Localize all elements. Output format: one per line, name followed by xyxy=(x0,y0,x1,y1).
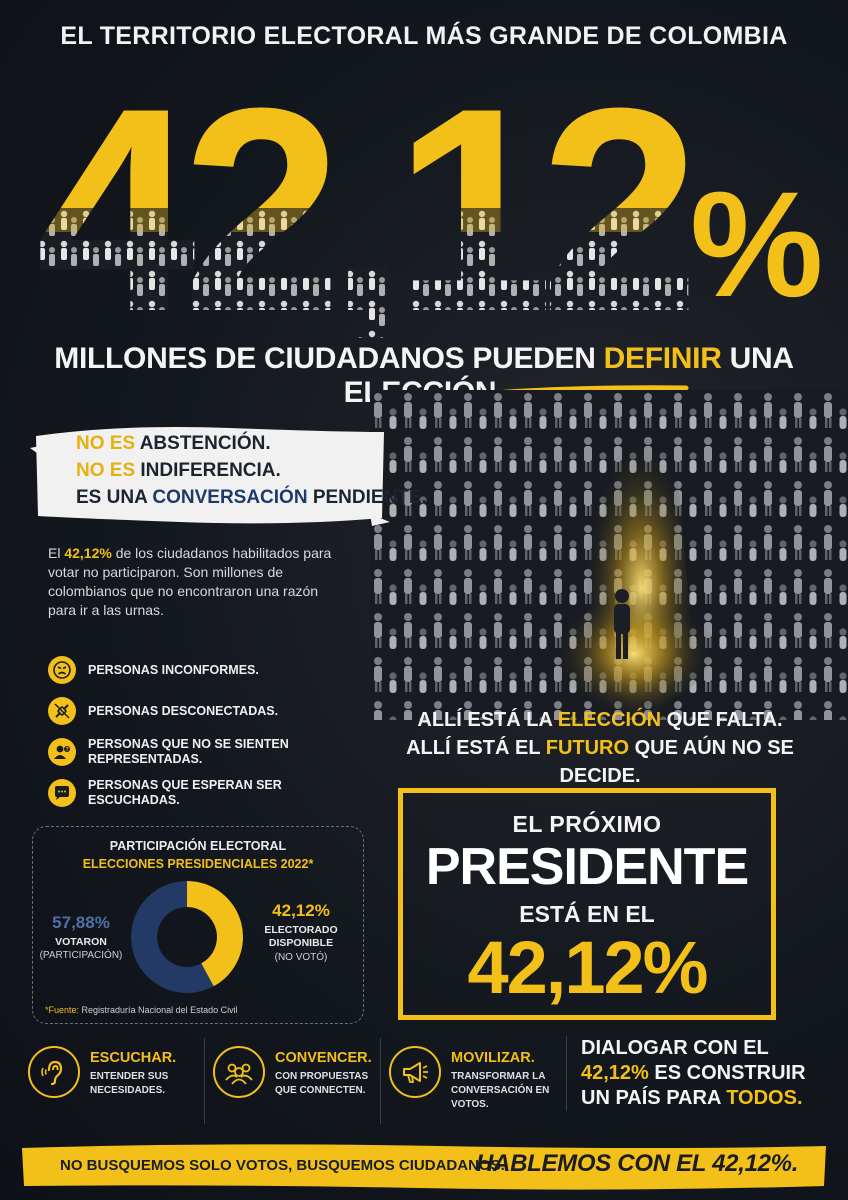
president-line-1: EL PRÓXIMO xyxy=(512,811,662,837)
intro-paragraph: El 42,12% de los ciudadanos habilitados … xyxy=(48,545,332,618)
action-convince: CONVENCER. CON PROPUESTAS QUE CONNECTEN. xyxy=(204,1038,380,1124)
svg-text:?: ? xyxy=(66,747,69,753)
voted-percent: 57,88% xyxy=(52,913,110,932)
angry-face-icon xyxy=(48,656,76,684)
dialog-statement: DIALOGAR CON EL 42,12% ES CONSTRUIR UN P… xyxy=(566,1036,836,1111)
hero-number-graphic: 42,12 % xyxy=(36,58,823,338)
list-item: ? PERSONAS QUE NO SE SIENTEN REPRESENTAD… xyxy=(48,737,348,767)
president-headline: PRESIDENTE xyxy=(425,838,749,896)
footer-banner: NO BUSQUEMOS SOLO VOTOS, BUSQUEMOS CIUDA… xyxy=(18,1140,830,1192)
ear-icon xyxy=(28,1046,80,1098)
footer-left-text: NO BUSQUEMOS SOLO VOTOS, BUSQUEMOS CIUDA… xyxy=(60,1157,505,1174)
available-sublabel: (NO VOTÓ) xyxy=(274,952,328,963)
president-line-3: ESTÁ EN EL xyxy=(519,901,655,927)
megaphone-icon xyxy=(389,1046,441,1098)
president-number: 42,12% xyxy=(467,926,709,1009)
unplugged-icon xyxy=(48,697,76,725)
groups-list: PERSONAS INCONFORMES. PERSONAS DESCONECT… xyxy=(48,655,348,819)
president-box: EL PRÓXIMO PRESIDENTE ESTÁ EN EL 42,12% xyxy=(398,788,776,1020)
statement-line-2: NO ES INDIFERENCIA. xyxy=(76,460,281,481)
footer-right-text: HABLEMOS CON EL 42,12%. xyxy=(476,1150,799,1177)
donut-slice-voted xyxy=(131,881,214,993)
crowd-illustration xyxy=(370,390,848,720)
statement-line-1: NO ES ABSTENCIÓN. xyxy=(76,433,271,454)
chart-source: *Fuente: Registraduría Nacional del Esta… xyxy=(45,1005,238,1015)
header-title: EL TERRITORIO ELECTORAL MÁS GRANDE DE CO… xyxy=(60,22,788,50)
available-label: ELECTORADO DISPONIBLE xyxy=(264,924,338,949)
donut-chart xyxy=(131,881,243,993)
donut-slice-available xyxy=(187,881,243,987)
speech-bubble-icon xyxy=(48,779,76,807)
hero-number: 42,12 % xyxy=(36,58,826,338)
action-listen: ESCUCHAR. ENTENDER SUS NECESIDADES. xyxy=(28,1038,204,1124)
subtitle: MILLONES DE CIUDADANOS PUEDEN DEFINIR UN… xyxy=(54,342,794,409)
statement-line-3: ES UNA CONVERSACIÓN PENDIENTE. xyxy=(76,487,427,508)
action-mobilize: MOVILIZAR. TRANSFORMAR LA CONVERSACIÓN E… xyxy=(380,1038,556,1124)
voted-legend: 57,88% VOTARON (PARTICIPACIÓN) xyxy=(33,913,129,961)
list-item: PERSONAS QUE ESPERAN SER ESCUCHADAS. xyxy=(48,778,348,808)
people-icon xyxy=(213,1046,265,1098)
footer-brush xyxy=(22,1144,826,1190)
brush-statements: NO ES ABSTENCIÓN. NO ES INDIFERENCIA. ES… xyxy=(76,430,427,511)
voted-sublabel: (PARTICIPACIÓN) xyxy=(39,950,123,961)
brush-stroke-background xyxy=(30,427,390,526)
svg-text:%: % xyxy=(690,160,823,328)
subtitle-highlight: DEFINIR xyxy=(603,342,722,375)
chart-subtitle: ELECCIONES PRESIDENCIALES 2022* xyxy=(82,857,314,871)
participation-chart: PARTICIPACIÓN ELECTORAL ELECCIONES PRESI… xyxy=(32,826,364,1024)
person-question-icon: ? xyxy=(48,738,76,766)
list-item: PERSONAS INCONFORMES. xyxy=(48,655,348,685)
future-statement: ALLÍ ESTÁ LA ELECCIÓN QUE FALTA. ALLÍ ES… xyxy=(406,709,794,787)
list-item: PERSONAS DESCONECTADAS. xyxy=(48,696,348,726)
actions-row: ESCUCHAR. ENTENDER SUS NECESIDADES. CONV… xyxy=(28,1038,558,1124)
available-legend: 42,12% ELECTORADO DISPONIBLE (NO VOTÓ) xyxy=(247,901,355,963)
voted-label: VOTARON xyxy=(55,936,107,948)
chart-title: PARTICIPACIÓN ELECTORAL xyxy=(109,839,287,853)
available-percent: 42,12% xyxy=(272,901,330,920)
